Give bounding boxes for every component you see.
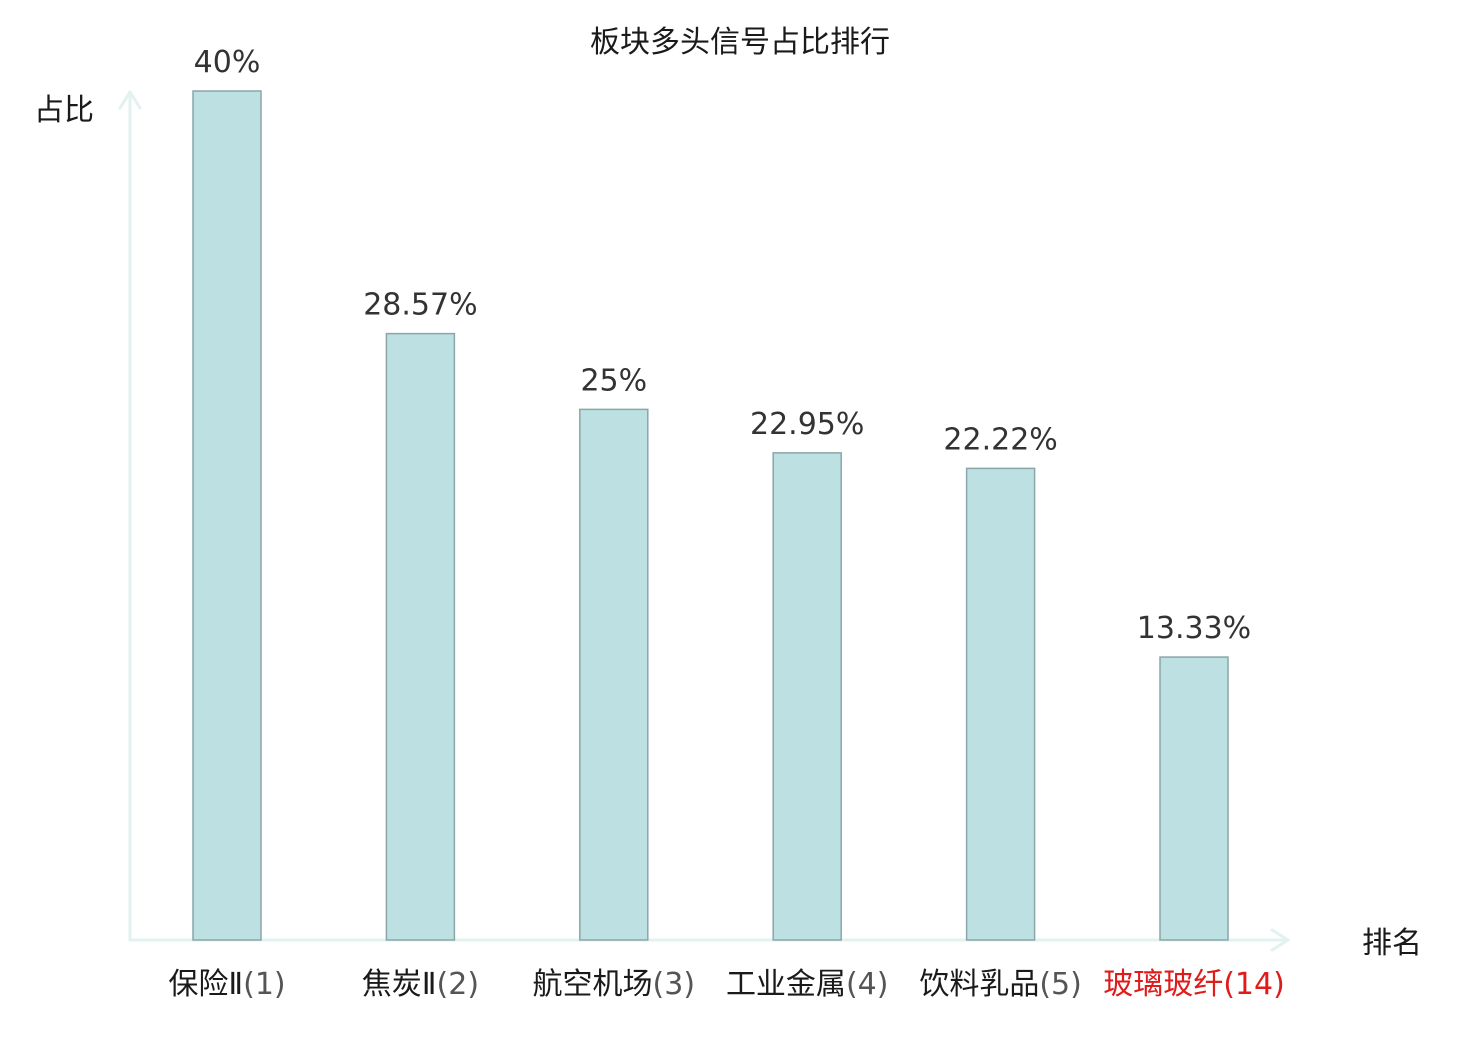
bar-value-label-4: 22.95% bbox=[750, 407, 864, 442]
bar-value-label-6: 13.33% bbox=[1137, 611, 1251, 646]
y-axis-arrow bbox=[118, 90, 142, 110]
bar-value-label-2: 28.57% bbox=[363, 288, 477, 323]
x-tick-label-5: 饮料乳品(5) bbox=[919, 967, 1082, 1002]
x-tick-label-3: 航空机场(3) bbox=[533, 967, 696, 1002]
x-tick-rank: (1) bbox=[243, 967, 286, 1002]
x-tick-category-name: 航空机场 bbox=[533, 967, 653, 1002]
bar-value-label-1: 40% bbox=[194, 45, 261, 80]
x-tick-rank: (4) bbox=[846, 967, 889, 1002]
x-tick-category-name: 工业金属 bbox=[726, 967, 846, 1002]
chart-title: 板块多头信号占比排行 bbox=[590, 25, 890, 60]
bar-value-label-5: 22.22% bbox=[943, 422, 1057, 457]
bar-4 bbox=[772, 452, 842, 941]
bar-2 bbox=[385, 332, 456, 941]
x-tick-labels-layer: 保险Ⅱ(1) 焦炭Ⅱ(2) 航空机场(3) 工业金属(4) 饮料乳品(5) 玻璃玻纤(14… bbox=[168, 967, 1284, 1002]
bar-5 bbox=[965, 467, 1036, 941]
x-tick-category-name: 玻璃玻纤 bbox=[1103, 967, 1223, 1002]
x-tick-category-name: 饮料乳品 bbox=[919, 967, 1039, 1002]
bar-1 bbox=[192, 90, 262, 941]
bars-layer bbox=[192, 90, 1229, 941]
value-labels-layer: 40% 28.57% 25% 22.95% 22.22% 13.33% bbox=[194, 45, 1252, 646]
x-tick-rank: (3) bbox=[653, 967, 696, 1002]
x-tick-label-6: 玻璃玻纤(14) bbox=[1103, 967, 1285, 1002]
x-tick-category-name: 焦炭Ⅱ bbox=[362, 967, 437, 1002]
bar-3 bbox=[579, 408, 649, 941]
x-tick-rank: (2) bbox=[437, 967, 480, 1002]
x-axis-label: 排名 bbox=[1362, 926, 1422, 961]
bar-6 bbox=[1159, 656, 1229, 941]
x-tick-label-4: 工业金属(4) bbox=[726, 967, 889, 1002]
x-axis-arrow bbox=[1270, 928, 1290, 952]
x-tick-rank: (5) bbox=[1039, 967, 1082, 1002]
x-tick-rank: (14) bbox=[1223, 967, 1285, 1002]
bar-value-label-3: 25% bbox=[580, 363, 647, 398]
x-tick-label-2: 焦炭Ⅱ(2) bbox=[362, 967, 479, 1002]
y-axis-label: 占比 bbox=[34, 93, 94, 128]
x-tick-category-name: 保险Ⅱ bbox=[168, 967, 243, 1002]
x-tick-label-1: 保险Ⅱ(1) bbox=[168, 967, 285, 1002]
